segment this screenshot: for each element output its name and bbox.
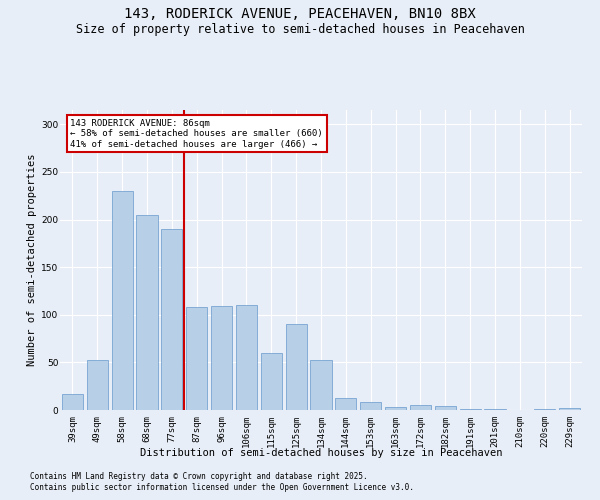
Bar [87, 360, 108, 410]
Bar [211, 306, 232, 410]
Bar [236, 305, 257, 410]
Bar [385, 407, 406, 410]
Bar [335, 398, 356, 410]
Bar [360, 402, 381, 410]
Bar [310, 360, 332, 410]
Y-axis label: Number of semi-detached properties: Number of semi-detached properties [27, 154, 37, 366]
Bar [484, 409, 506, 410]
Text: 143, RODERICK AVENUE, PEACEHAVEN, BN10 8BX: 143, RODERICK AVENUE, PEACEHAVEN, BN10 8… [124, 8, 476, 22]
Text: Distribution of semi-detached houses by size in Peacehaven: Distribution of semi-detached houses by … [140, 448, 502, 458]
Bar [261, 353, 282, 410]
Bar [534, 409, 555, 410]
Text: Size of property relative to semi-detached houses in Peacehaven: Size of property relative to semi-detach… [76, 22, 524, 36]
Bar [435, 406, 456, 410]
Bar [410, 405, 431, 410]
Bar [62, 394, 83, 410]
Bar [286, 324, 307, 410]
Bar [112, 191, 133, 410]
Bar [186, 307, 207, 410]
Text: 143 RODERICK AVENUE: 86sqm
← 58% of semi-detached houses are smaller (660)
41% o: 143 RODERICK AVENUE: 86sqm ← 58% of semi… [70, 119, 323, 149]
Bar [136, 215, 158, 410]
Bar [161, 229, 182, 410]
Text: Contains HM Land Registry data © Crown copyright and database right 2025.: Contains HM Land Registry data © Crown c… [30, 472, 368, 481]
Bar [460, 409, 481, 410]
Text: Contains public sector information licensed under the Open Government Licence v3: Contains public sector information licen… [30, 484, 414, 492]
Bar [559, 408, 580, 410]
